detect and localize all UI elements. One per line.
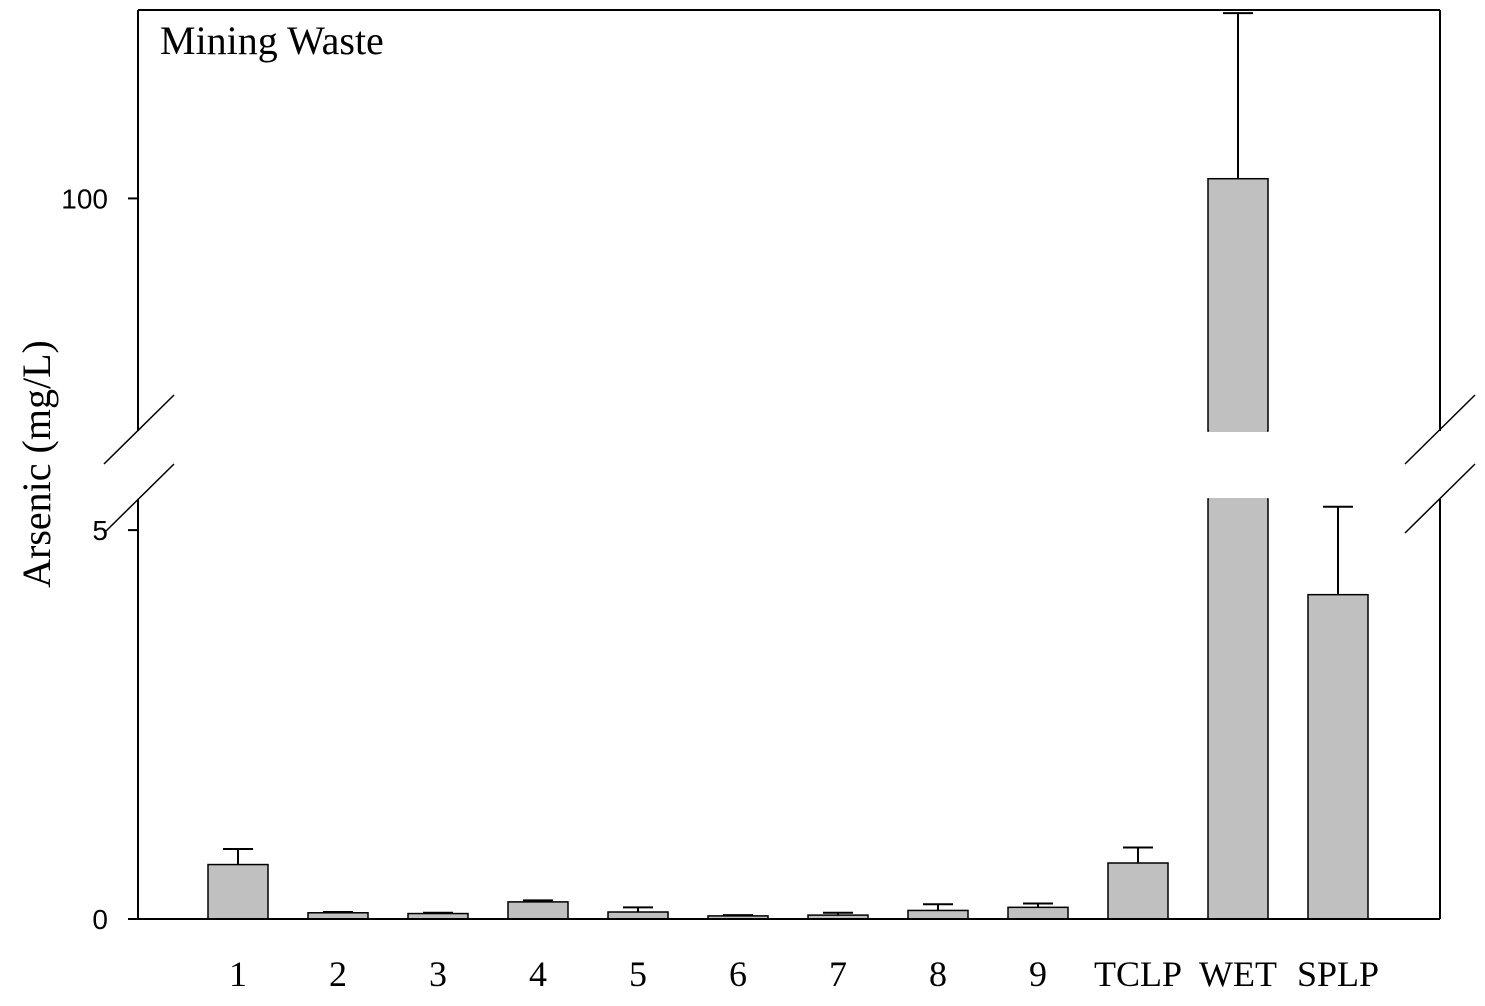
bar-9: [1007, 906, 1069, 920]
bar-wet-lower: [1207, 498, 1269, 920]
x-tick-label-5: 5: [629, 954, 647, 994]
x-tick-label-7: 7: [829, 954, 847, 994]
y-tick-label-5: 5: [92, 515, 108, 546]
x-tick-label-1: 1: [229, 954, 247, 994]
chart-title: Mining Waste: [160, 18, 384, 63]
right-break-mark-lower: [1404, 463, 1476, 534]
bar-tclp: [1107, 862, 1169, 920]
x-tick-label-tclp: TCLP: [1094, 954, 1182, 994]
bar-1: [207, 863, 269, 920]
bar-splp: [1307, 593, 1369, 920]
y-tick-label-0: 0: [92, 904, 108, 935]
left-break-mark-lower: [103, 463, 175, 534]
bar-8: [907, 909, 969, 920]
x-tick-label-6: 6: [729, 954, 747, 994]
bars-layer: [207, 12, 1369, 920]
left-break-mark-upper: [103, 394, 175, 465]
x-tick-label-wet: WET: [1199, 954, 1277, 994]
x-tick-label-8: 8: [929, 954, 947, 994]
y-axis-label: Arsenic (mg/L): [14, 340, 59, 588]
y-tick-label-100: 100: [61, 183, 108, 214]
x-tick-label-splp: SPLP: [1297, 954, 1379, 994]
x-tick-label-2: 2: [329, 954, 347, 994]
axis-layer: 1 2 3 4 5 6 7 8 9 TCLP WET SPLP 0 5 100: [61, 183, 1379, 994]
x-tick-label-3: 3: [429, 954, 447, 994]
right-break-mark-upper: [1404, 394, 1476, 465]
x-tick-label-9: 9: [1029, 954, 1047, 994]
bar-4: [507, 901, 569, 920]
x-tick-label-4: 4: [529, 954, 547, 994]
bar-5: [607, 911, 669, 920]
bar-wet-upper: [1207, 177, 1269, 432]
plot-frame: [103, 9, 1476, 920]
